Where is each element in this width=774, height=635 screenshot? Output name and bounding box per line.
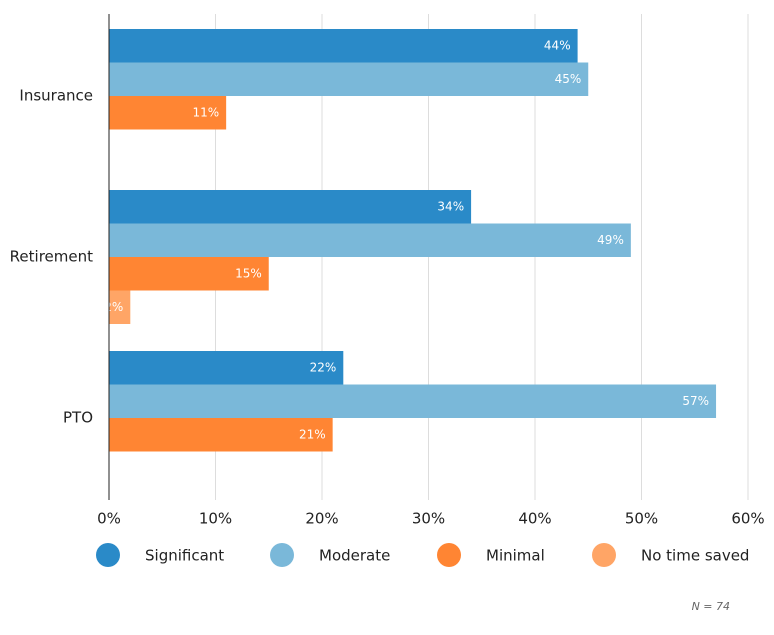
bar <box>109 96 227 130</box>
x-tick-label: 50% <box>625 510 658 528</box>
value-label: 2% <box>104 300 123 314</box>
legend-label: Minimal <box>486 547 545 565</box>
value-label: 11% <box>192 105 219 119</box>
x-tick-label: 20% <box>305 510 338 528</box>
value-label: 15% <box>235 266 262 280</box>
bar <box>109 190 472 224</box>
x-tick-label: 30% <box>412 510 445 528</box>
value-label: 34% <box>437 199 464 213</box>
bar <box>109 62 589 96</box>
x-tick-label: 10% <box>199 510 232 528</box>
value-label: 22% <box>310 360 337 374</box>
bar <box>109 29 578 63</box>
bar <box>109 223 631 257</box>
y-tick-label: PTO <box>63 409 93 427</box>
value-label: 21% <box>299 427 326 441</box>
legend-label: No time saved <box>641 547 749 565</box>
y-tick-label: Retirement <box>10 248 93 266</box>
x-tick-label: 60% <box>731 510 764 528</box>
x-tick-label: 40% <box>518 510 551 528</box>
value-label: 57% <box>682 394 709 408</box>
x-tick-label: 0% <box>97 510 121 528</box>
legend-marker <box>96 543 120 567</box>
value-label: 44% <box>544 38 571 52</box>
y-tick-label: Insurance <box>19 87 93 105</box>
bar <box>109 351 344 385</box>
legend-label: Moderate <box>319 547 390 565</box>
bar <box>109 290 131 324</box>
bar <box>109 418 333 452</box>
legend-marker <box>592 543 616 567</box>
legend-marker <box>437 543 461 567</box>
bar <box>109 257 269 291</box>
annotation: N = 74 <box>692 600 730 613</box>
value-label: 49% <box>597 233 624 247</box>
legend-label: Significant <box>145 547 224 565</box>
legend-marker <box>270 543 294 567</box>
bar <box>109 384 717 418</box>
value-label: 45% <box>555 72 582 86</box>
